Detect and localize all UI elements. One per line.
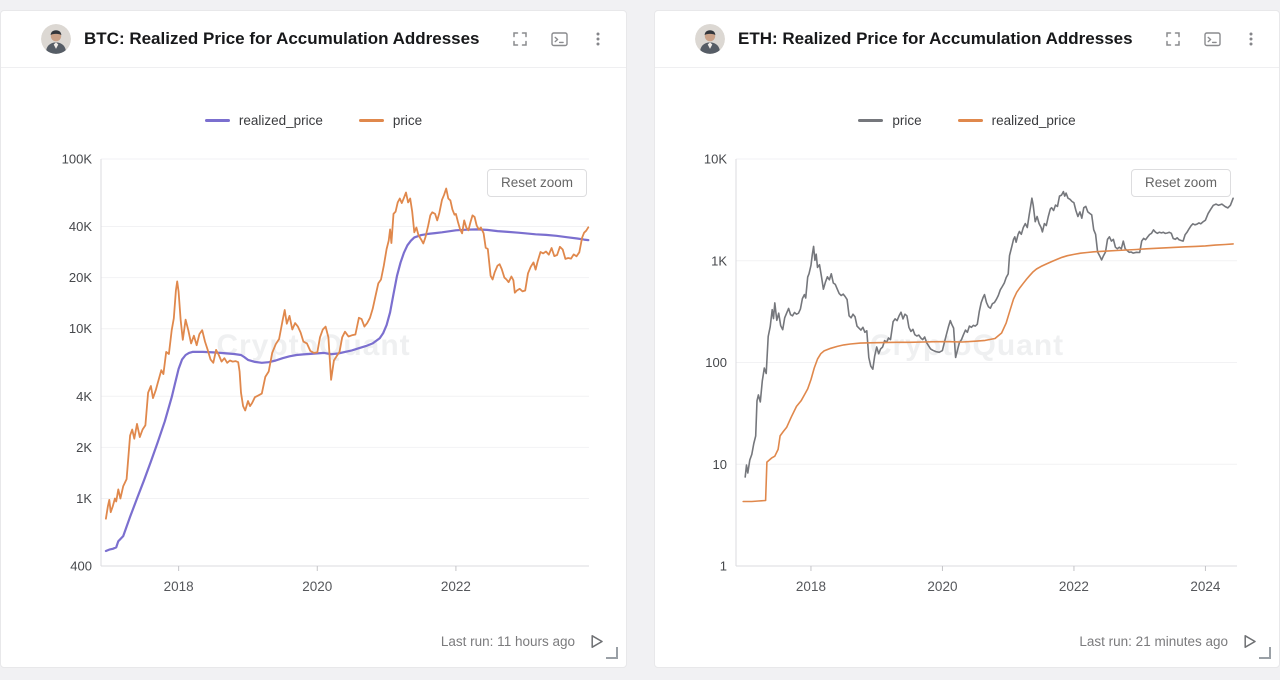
fullscreen-icon[interactable] (510, 29, 530, 49)
legend-item-realized_price[interactable]: realized_price (957, 113, 1076, 128)
legend-label: realized_price (238, 113, 323, 128)
y-tick-label: 1 (720, 559, 727, 574)
query-console-icon[interactable] (549, 29, 569, 49)
series-line-realized_price (742, 243, 1234, 503)
y-tick-label: 10K (69, 321, 92, 336)
y-tick-label: 40K (69, 219, 92, 234)
x-tick-label: 2018 (164, 579, 194, 594)
x-tick-label: 2020 (927, 579, 957, 594)
chart-title: BTC: Realized Price for Accumulation Add… (84, 29, 480, 48)
legend-item-price[interactable]: price (358, 113, 423, 128)
series-line-price (744, 190, 1234, 478)
kebab-menu-icon[interactable] (1241, 29, 1261, 49)
legend-swatch (858, 118, 884, 123)
legend-label: price (892, 113, 922, 128)
legend-item-price[interactable]: price (858, 113, 922, 128)
legend-item-realized_price[interactable]: realized_price (204, 113, 323, 128)
x-tick-label: 2018 (796, 579, 826, 594)
card-footer: Last run: 11 hours ago (441, 631, 606, 651)
query-console-icon[interactable] (1202, 29, 1222, 49)
y-tick-label: 20K (69, 270, 92, 285)
x-tick-label: 2022 (441, 579, 471, 594)
series-line-price (105, 187, 590, 520)
chart-plot-btc[interactable]: 100K 40K 20K 10K 4K 2K 1K 400 2018 2020 2022 (1, 11, 628, 669)
card-footer: Last run: 21 minutes ago (1079, 631, 1259, 651)
user-avatar[interactable] (41, 24, 71, 54)
legend-swatch (204, 118, 230, 123)
legend-swatch (358, 118, 384, 123)
legend-label: realized_price (991, 113, 1076, 128)
reset-zoom-button[interactable]: Reset zoom (486, 169, 587, 197)
x-tick-label: 2024 (1190, 579, 1221, 594)
chart-title: ETH: Realized Price for Accumulation Add… (738, 29, 1133, 48)
play-icon[interactable] (1239, 631, 1259, 651)
play-icon[interactable] (586, 631, 606, 651)
card-header: ETH: Realized Price for Accumulation Add… (655, 11, 1279, 68)
y-tick-label: 2K (76, 440, 92, 455)
chart-card-eth: ETH: Realized Price for Accumulation Add… (654, 10, 1280, 668)
reset-zoom-button[interactable]: Reset zoom (1130, 169, 1231, 197)
y-tick-label: 10 (713, 457, 727, 472)
watermark: CryptoQuant (216, 329, 411, 362)
x-tick-label: 2022 (1059, 579, 1089, 594)
y-tick-label: 4K (76, 389, 92, 404)
series-line-realized_price (104, 228, 590, 553)
y-tick-label: 100K (62, 152, 93, 167)
last-run-status: Last run: 11 hours ago (440, 633, 575, 649)
y-tick-label: 400 (70, 559, 92, 574)
chart-legend: realized_price price (1, 113, 626, 128)
header-actions (1163, 29, 1261, 49)
y-tick-label: 100 (705, 355, 727, 370)
resize-handle[interactable] (1259, 647, 1271, 659)
y-tick-label: 1K (711, 253, 727, 268)
chart-plot-eth[interactable]: 10K 1K 100 10 1 2018 2020 2022 2024 (655, 11, 1280, 669)
watermark: CryptoQuant (869, 329, 1065, 362)
chart-card-btc: BTC: Realized Price for Accumulation Add… (0, 10, 627, 668)
x-tick-label: 2020 (302, 579, 332, 594)
user-avatar[interactable] (695, 24, 725, 54)
kebab-menu-icon[interactable] (588, 29, 608, 49)
y-tick-label: 10K (704, 152, 727, 167)
legend-swatch (957, 118, 983, 123)
resize-handle[interactable] (606, 647, 618, 659)
fullscreen-icon[interactable] (1163, 29, 1183, 49)
header-actions (510, 29, 608, 49)
card-header: BTC: Realized Price for Accumulation Add… (1, 11, 626, 68)
y-tick-label: 1K (76, 491, 92, 506)
legend-label: price (392, 113, 423, 128)
chart-legend: price realized_price (655, 113, 1279, 128)
last-run-status: Last run: 21 minutes ago (1079, 633, 1228, 649)
